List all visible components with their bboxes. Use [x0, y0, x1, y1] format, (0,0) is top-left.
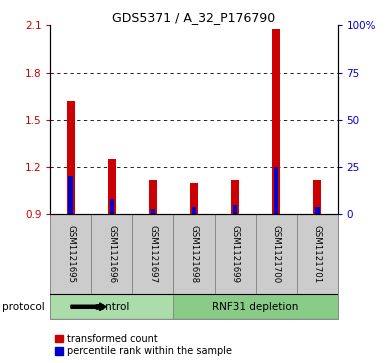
Text: GSM1121697: GSM1121697 [149, 225, 158, 283]
Bar [132, 214, 173, 294]
Text: GSM1121699: GSM1121699 [230, 225, 239, 283]
Bar [314, 180, 321, 214]
Bar [50, 214, 92, 294]
Text: protocol: protocol [2, 302, 45, 312]
Bar [109, 199, 114, 214]
Bar [92, 214, 132, 294]
Bar [256, 214, 296, 294]
Bar [149, 180, 157, 214]
Bar [296, 214, 338, 294]
Bar [173, 294, 338, 319]
Bar [231, 180, 239, 214]
Bar [215, 214, 256, 294]
Text: GSM1121701: GSM1121701 [313, 225, 322, 283]
Bar [315, 207, 319, 214]
Text: GSM1121696: GSM1121696 [107, 225, 116, 283]
Text: RNF31 depletion: RNF31 depletion [212, 302, 299, 312]
Text: control: control [94, 302, 130, 312]
Bar [274, 167, 279, 214]
Bar [151, 208, 156, 214]
Legend: transformed count, percentile rank within the sample: transformed count, percentile rank withi… [55, 334, 232, 356]
Text: GSM1121695: GSM1121695 [66, 225, 75, 283]
Bar [190, 183, 198, 214]
Bar [108, 159, 116, 214]
Bar [173, 214, 215, 294]
Title: GDS5371 / A_32_P176790: GDS5371 / A_32_P176790 [113, 11, 275, 24]
Text: GSM1121698: GSM1121698 [189, 225, 199, 283]
Bar [192, 207, 196, 214]
Bar [50, 294, 173, 319]
FancyArrow shape [71, 303, 106, 310]
Bar [232, 205, 237, 214]
Bar [69, 176, 73, 214]
Bar [272, 29, 280, 214]
Bar [67, 101, 74, 214]
Text: GSM1121700: GSM1121700 [272, 225, 281, 283]
